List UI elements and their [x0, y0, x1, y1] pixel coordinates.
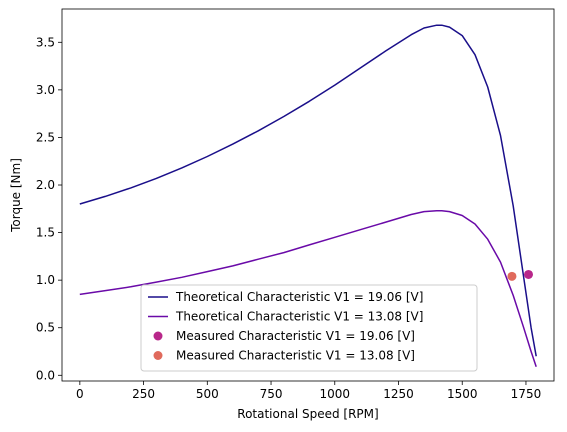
y-tick-label: 1.5 — [36, 226, 55, 240]
legend-label-1: Theoretical Characteristic V1 = 19.06 [V… — [175, 290, 423, 304]
y-axis-ticks: 0.0 0.5 1.0 1.5 2.0 2.5 3.0 3.5 — [36, 35, 62, 382]
y-axis-label: Torque [Nm] — [9, 158, 23, 233]
y-tick-label: 0.5 — [36, 321, 55, 335]
y-tick-label: 0.0 — [36, 368, 55, 382]
legend-box — [140, 284, 478, 372]
x-axis-label: Rotational Speed [RPM] — [237, 407, 378, 421]
x-tick-label: 0 — [76, 387, 84, 401]
x-tick-label: 1500 — [447, 387, 478, 401]
plot-lines — [79, 24, 537, 367]
legend-marker-swatch — [153, 331, 163, 341]
legend-label-4: Measured Characteristic V1 = 13.08 [V] — [176, 349, 415, 363]
plot-frame — [61, 8, 555, 382]
legend-label-3: Measured Characteristic V1 = 19.06 [V] — [176, 329, 415, 343]
y-tick-label: 1.0 — [36, 273, 55, 287]
data-point-series-3 — [524, 269, 534, 279]
x-tick-label: 1750 — [511, 387, 542, 401]
y-tick-label: 3.5 — [36, 35, 55, 49]
series-line-2 — [79, 209, 537, 367]
x-tick-label: 500 — [196, 387, 219, 401]
legend: Theoretical Characteristic V1 = 19.06 [V… — [140, 284, 478, 372]
x-tick-label: 1250 — [383, 387, 414, 401]
legend-marker-swatch — [153, 351, 163, 360]
data-point-series-4 — [507, 271, 517, 281]
x-axis-ticks: 0 250 500 750 1000 1250 1500 1750 — [76, 381, 541, 401]
plot-points — [507, 269, 534, 281]
y-tick-label: 3.0 — [36, 83, 55, 97]
y-tick-label: 2.5 — [36, 130, 55, 144]
y-tick-label: 2.0 — [36, 178, 55, 192]
x-tick-label: 1000 — [319, 387, 350, 401]
x-tick-label: 250 — [132, 387, 155, 401]
series-line-1 — [79, 24, 537, 357]
legend-label-2: Theoretical Characteristic V1 = 13.08 [V… — [175, 310, 423, 324]
x-tick-label: 750 — [260, 387, 283, 401]
